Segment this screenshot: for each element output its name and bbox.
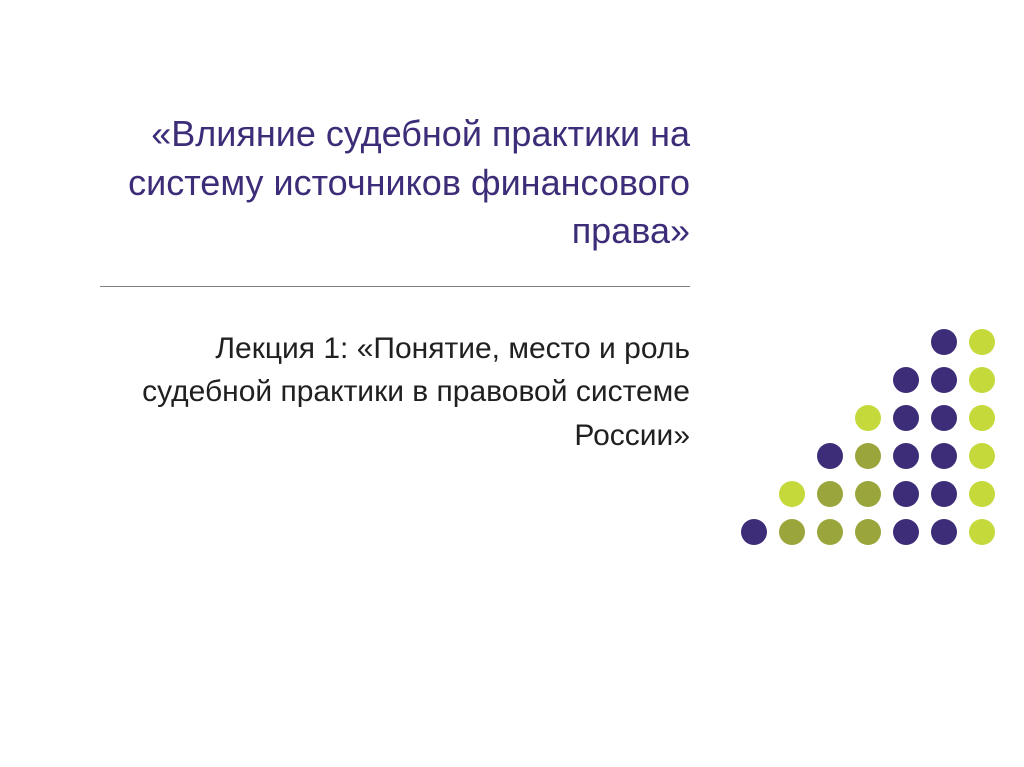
grid-dot	[855, 519, 881, 545]
grid-dot	[931, 367, 957, 393]
grid-dot	[855, 443, 881, 469]
grid-dot	[893, 481, 919, 507]
grid-dot	[931, 519, 957, 545]
grid-dot	[817, 443, 843, 469]
grid-dot	[779, 519, 805, 545]
grid-dot	[931, 405, 957, 431]
title-divider	[100, 286, 690, 287]
grid-dot	[817, 519, 843, 545]
grid-dot	[893, 405, 919, 431]
grid-dot	[931, 329, 957, 355]
grid-dot	[893, 367, 919, 393]
grid-dot	[969, 329, 995, 355]
dot-grid-decoration	[735, 285, 1005, 555]
grid-dot	[855, 481, 881, 507]
text-block: «Влияние судебной практики на систему ис…	[100, 110, 690, 457]
grid-dot	[893, 443, 919, 469]
grid-dot	[931, 481, 957, 507]
grid-dot	[969, 443, 995, 469]
grid-dot	[969, 481, 995, 507]
grid-dot	[969, 405, 995, 431]
grid-dot	[969, 291, 995, 317]
slide-title: «Влияние судебной практики на систему ис…	[100, 110, 690, 256]
grid-dot	[779, 481, 805, 507]
grid-dot	[893, 519, 919, 545]
grid-dot	[741, 519, 767, 545]
presentation-slide: «Влияние судебной практики на систему ис…	[0, 0, 1024, 767]
grid-dot	[931, 443, 957, 469]
grid-dot	[855, 405, 881, 431]
grid-dot	[817, 481, 843, 507]
grid-dot	[969, 367, 995, 393]
slide-subtitle: Лекция 1: «Понятие, место и роль судебно…	[100, 327, 690, 458]
grid-dot	[969, 519, 995, 545]
